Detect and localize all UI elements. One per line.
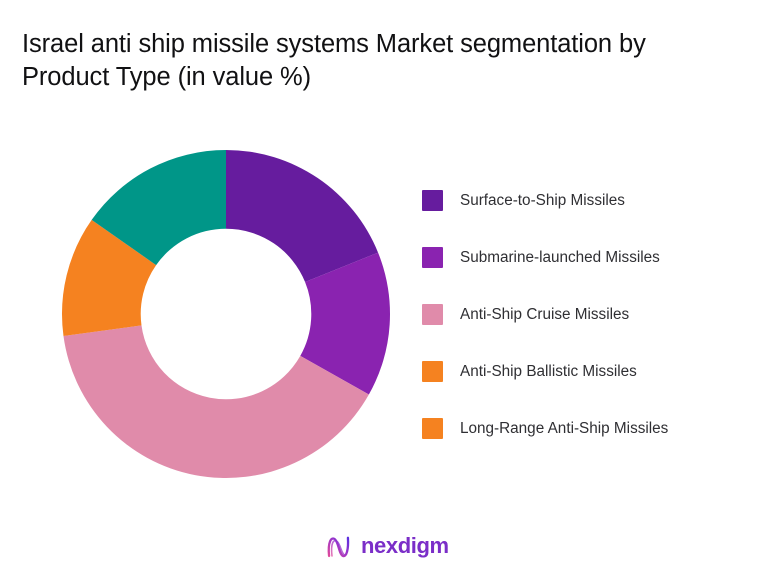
legend-swatch-long-range-anti-ship-missiles: [422, 418, 443, 439]
donut-chart: Surface-to-Ship Missiles: 18.9%Submarine…: [62, 150, 391, 478]
legend-label-anti-ship-ballistic-missiles: Anti-Ship Ballistic Missiles: [460, 362, 637, 380]
brand-logo: nexdigm: [324, 531, 449, 561]
legend-swatch-anti-ship-cruise-missiles: [422, 304, 443, 325]
donut-slice[interactable]: Anti-Ship Ballistic Missiles: 11.9%: [62, 219, 157, 336]
legend-item-anti-ship-ballistic-missiles[interactable]: Anti-Ship Ballistic Missiles: [422, 343, 742, 400]
legend-label-long-range-anti-ship-missiles: Long-Range Anti-Ship Missiles: [460, 419, 669, 437]
chart-area: Surface-to-Ship Missiles: 18.9%Submarine…: [0, 110, 762, 510]
chart-legend: Surface-to-Ship Missiles Submarine-launc…: [422, 172, 742, 457]
legend-label-anti-ship-cruise-missiles: Anti-Ship Cruise Missiles: [460, 305, 630, 323]
legend-label-surface-to-ship-missiles: Surface-to-Ship Missiles: [460, 191, 625, 209]
brand-name: nexdigm: [361, 533, 449, 558]
legend-item-surface-to-ship-missiles[interactable]: Surface-to-Ship Missiles: [422, 172, 742, 229]
donut-slice[interactable]: Submarine-launched Missiles: 14.3%: [300, 252, 391, 395]
donut-slice[interactable]: Anti-Ship Cruise Missiles: 39.7%: [63, 325, 369, 478]
nexdigm-wave-mark-icon: [327, 536, 350, 557]
legend-swatch-submarine-launched-missiles: [422, 247, 443, 268]
donut-slice[interactable]: Surface-to-Ship Missiles: 18.9%: [226, 150, 379, 283]
legend-swatch-anti-ship-ballistic-missiles: [422, 361, 443, 382]
legend-item-anti-ship-cruise-missiles[interactable]: Anti-Ship Cruise Missiles: [422, 286, 742, 343]
legend-swatch-surface-to-ship-missiles: [422, 190, 443, 211]
page-title: Israel anti ship missile systems Market …: [22, 30, 653, 91]
donut-slice[interactable]: Long-Range Anti-Ship Missiles: 15.2%: [91, 150, 227, 266]
donut-slice-group: Surface-to-Ship Missiles: 18.9%Submarine…: [62, 150, 391, 478]
legend-item-submarine-launched-missiles[interactable]: Submarine-launched Missiles: [422, 229, 742, 286]
legend-label-submarine-launched-missiles: Submarine-launched Missiles: [460, 248, 660, 266]
legend-item-long-range-anti-ship-missiles[interactable]: Long-Range Anti-Ship Missiles: [422, 400, 742, 457]
donut-chart-svg: Surface-to-Ship Missiles: 18.9%Submarine…: [62, 150, 391, 478]
